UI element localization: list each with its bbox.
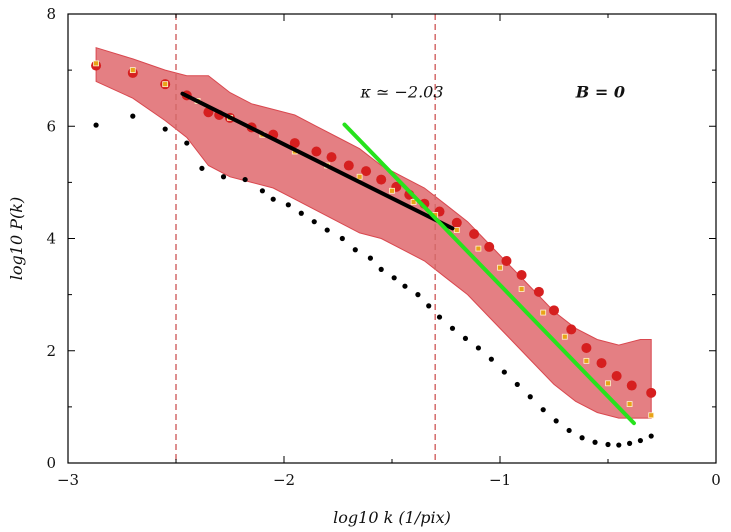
orange-square-point — [410, 199, 417, 205]
black-dot-point — [462, 335, 469, 342]
orange-square-point — [389, 187, 395, 194]
black-dot-point — [627, 440, 633, 446]
orange-square-point — [518, 286, 525, 292]
black-dot-point — [426, 303, 432, 309]
black-dot-point — [242, 176, 248, 183]
black-dot-point — [553, 418, 559, 424]
black-dot-point — [93, 122, 99, 128]
black-dot-point — [488, 356, 494, 362]
orange-square-point — [356, 173, 363, 180]
black-dot-point — [475, 345, 481, 351]
red-circle-point — [626, 380, 637, 391]
red-circle-point — [469, 229, 480, 240]
red-circle-point — [533, 286, 544, 297]
vertical-reference-lines — [175, 14, 436, 463]
red-circle-point — [484, 241, 495, 252]
black-dot-point — [449, 325, 456, 331]
orange-square-point — [162, 81, 169, 88]
orange-square-point — [497, 264, 503, 271]
black-dot-point — [285, 202, 291, 208]
x-tick-label: −1 — [489, 471, 511, 489]
text-layer: −3 −2 −1 0 0 2 4 6 8 log10 k (1/pix) log10 P(k) κ ≃… — [7, 5, 721, 527]
orange-square-point — [93, 60, 99, 67]
x-axis-label: log10 k (1/pix) — [333, 508, 451, 527]
slope-annotation: κ ≃ −2.03 — [359, 83, 443, 102]
error-band — [95, 47, 652, 419]
red-circle-point — [451, 217, 462, 228]
red-circle-point — [516, 269, 527, 280]
y-tick-label: 6 — [46, 117, 56, 135]
red-circle-point — [596, 358, 607, 369]
orange-square-point — [475, 245, 482, 252]
red-circle-point — [549, 305, 559, 316]
orange-square-point — [583, 357, 590, 364]
black-dot-point — [259, 188, 265, 194]
red-circle-point — [343, 160, 354, 171]
y-tick-label: 2 — [46, 342, 56, 360]
black-dot-point — [415, 292, 421, 298]
red-circle-point — [566, 324, 577, 335]
red-circle-point — [289, 138, 300, 149]
red-circle-point — [326, 152, 337, 163]
black-fit-line — [180, 91, 455, 231]
red-circle-point — [646, 387, 657, 398]
y-tick-label: 0 — [46, 454, 56, 472]
x-tick-label: −2 — [273, 471, 295, 489]
orange-square-point — [626, 401, 633, 407]
black-dot-point — [605, 441, 611, 448]
confidence-band-layer — [95, 47, 652, 419]
black-dot-point — [501, 369, 507, 375]
black-dot-point — [436, 314, 443, 320]
black-dot-point — [540, 407, 546, 413]
black-dot-point — [527, 394, 533, 400]
red-circle-point — [311, 146, 322, 157]
black-dot-point — [162, 126, 168, 132]
black-dot-point — [514, 381, 520, 388]
orange-square-point — [129, 67, 136, 74]
orange-square-series-layer — [93, 60, 655, 419]
black-dot-point — [566, 427, 572, 434]
orange-square-point — [540, 309, 547, 316]
x-tick-label: 0 — [711, 471, 721, 489]
black-dot-point — [378, 266, 384, 272]
black-dot-point — [199, 165, 205, 171]
red-circle-point — [376, 174, 387, 185]
black-dot-point — [616, 442, 622, 448]
black-dot-point — [592, 439, 598, 445]
red-circle-point — [501, 255, 512, 266]
black-dot-point — [367, 255, 373, 261]
black-dot-point — [184, 140, 190, 146]
green-slope-line — [342, 122, 636, 426]
x-tick-label: −3 — [57, 471, 79, 489]
field-annotation: B = 0 — [575, 83, 625, 102]
axis-ticks-layer — [67, 13, 717, 464]
red-circle-point — [581, 342, 592, 353]
black-dot-series-layer — [93, 113, 654, 448]
black-dot-point — [579, 435, 585, 441]
orange-square-point — [605, 380, 611, 387]
black-dot-point — [391, 275, 397, 281]
black-dot-point — [648, 433, 654, 439]
black-dot-point — [311, 219, 317, 225]
black-dot-point — [270, 196, 276, 202]
orange-square-point — [561, 333, 568, 340]
black-dot-point — [298, 210, 304, 216]
black-dot-point — [352, 247, 358, 253]
fit-lines-layer — [180, 91, 636, 426]
black-dot-point — [339, 235, 345, 242]
y-tick-label: 8 — [46, 5, 56, 23]
black-dot-point — [324, 227, 330, 233]
black-dot-point — [402, 283, 408, 289]
black-dot-point — [130, 113, 136, 119]
black-dot-point — [637, 437, 644, 444]
orange-square-point — [453, 227, 460, 233]
red-circle-point — [361, 166, 372, 177]
black-dot-point — [220, 174, 227, 180]
red-circle-point — [611, 371, 622, 382]
y-tick-label: 4 — [46, 230, 56, 248]
orange-square-point — [648, 412, 655, 419]
y-axis-label: log10 P(k) — [7, 197, 26, 280]
